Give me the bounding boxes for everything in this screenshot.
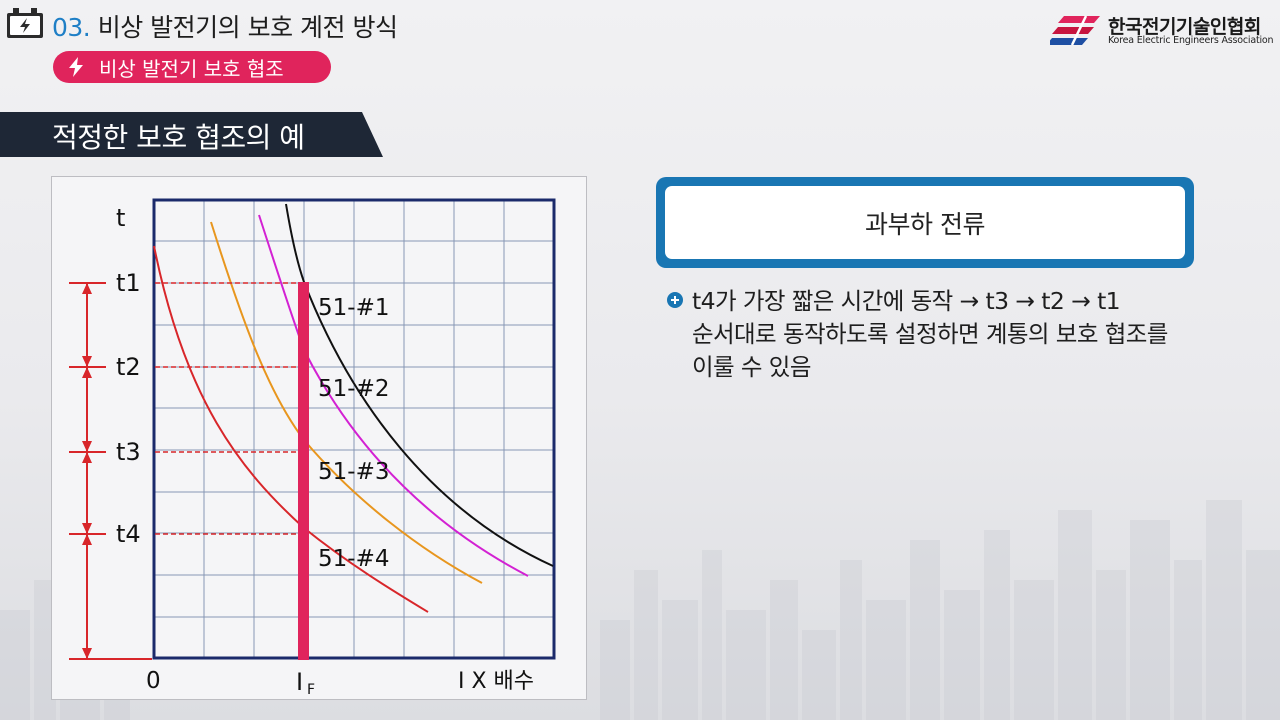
- relay-curve-3: [210, 221, 483, 584]
- diagram-frame: [152, 198, 556, 660]
- bolt-icon: [69, 57, 83, 77]
- bullet-text: t4가 가장 짧은 시간에 동작 → t3 → t2 → t1 순서대로 동작하…: [692, 285, 1252, 384]
- callout-box: 과부하 전류: [656, 177, 1194, 268]
- section-number: 03.: [52, 13, 91, 42]
- callout-title: 과부하 전류: [665, 186, 1185, 259]
- section-title: 비상 발전기의 보호 계전 방식: [97, 13, 398, 42]
- relay-curve-4: [153, 245, 429, 613]
- subsection-label: 비상 발전기 보호 협조: [99, 56, 284, 81]
- fault-current-subscript: F: [307, 682, 315, 698]
- fault-current-line: [298, 282, 309, 660]
- org-name-en: Korea Electric Engineers Association: [1108, 35, 1274, 46]
- time-level-lines: [155, 282, 302, 535]
- time-label-t3: t3: [116, 438, 141, 466]
- x-axis-label: I X 배수: [458, 669, 534, 694]
- battery-icon: [7, 8, 43, 38]
- time-axis-markers: [69, 282, 152, 660]
- org-name-ko: 한국전기기술인협회: [1108, 16, 1261, 38]
- relay-label-2: 51-#2: [318, 376, 389, 402]
- diagram-panel: [51, 176, 587, 700]
- x-origin-label: 0: [146, 668, 161, 694]
- section-heading: 03. 비상 발전기의 보호 계전 방식: [52, 8, 398, 44]
- slide-title-bar: [0, 112, 383, 157]
- relay-label-1: 51-#1: [318, 295, 389, 321]
- plus-circle-icon: [667, 292, 683, 308]
- fault-current-label: I: [296, 668, 303, 696]
- bullet-line-1: t4가 가장 짧은 시간에 동작 → t3 → t2 → t1: [692, 287, 1121, 315]
- kea-logo-icon: [1050, 15, 1100, 46]
- slide-title: 적정한 보호 협조의 예: [52, 121, 305, 154]
- time-label-t1: t1: [116, 269, 141, 297]
- bullet-line-3: 이룰 수 있음: [692, 353, 811, 381]
- relay-label-3: 51-#3: [318, 459, 389, 485]
- time-label-t2: t2: [116, 353, 141, 381]
- subsection-pill: 비상 발전기 보호 협조: [53, 51, 331, 83]
- relay-curve-1: [285, 203, 554, 567]
- relay-curve-2: [258, 214, 529, 577]
- bullet-line-2: 순서대로 동작하도록 설정하면 계통의 보호 협조를: [692, 320, 1168, 348]
- relay-label-4: 51-#4: [318, 546, 389, 572]
- time-label-t4: t4: [116, 520, 141, 548]
- y-axis-label: t: [116, 204, 125, 232]
